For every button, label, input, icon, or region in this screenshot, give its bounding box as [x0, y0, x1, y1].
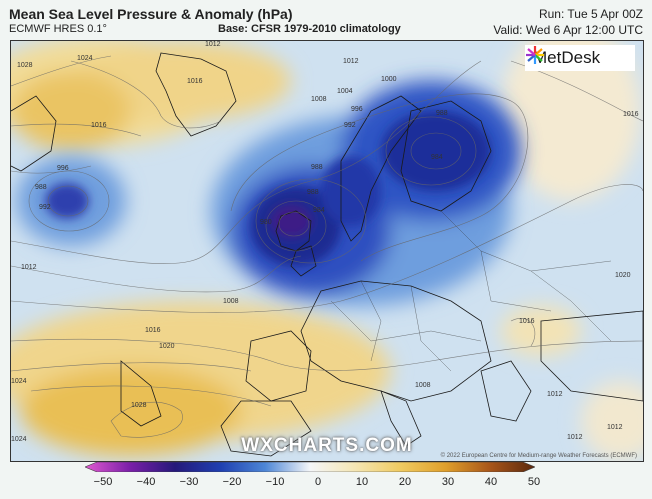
chart-title: Mean Sea Level Pressure & Anomaly (hPa) — [9, 6, 293, 22]
deep-low-cores — [45, 111, 491, 266]
model-label: ECMWF HRES 0.1° — [9, 23, 107, 35]
pressure-anomaly-map[interactable]: 1028 1024 1016 1012 1016 1012 1008 1004 … — [10, 40, 644, 462]
colorbar-tick: −30 — [179, 476, 199, 488]
colorbar-tick: 10 — [355, 476, 369, 488]
run-label: Run: Tue 5 Apr 00Z — [538, 7, 643, 21]
colorbar-tick: 50 — [527, 476, 541, 488]
base-climatology-label: Base: CFSR 1979-2010 climatology — [218, 23, 401, 35]
metdesk-logo: MetDesk — [525, 45, 635, 71]
isobar-label: 1020 — [615, 272, 631, 279]
valid-time-label: Valid: Wed 6 Apr 12:00 UTC — [493, 23, 643, 37]
isobar-label: 1016 — [187, 78, 203, 85]
isobar-label: 984 — [431, 154, 443, 161]
isobar-label: 1004 — [337, 88, 353, 95]
isobar-label: 1012 — [607, 424, 623, 431]
isobar-label: 988 — [35, 184, 47, 191]
metdesk-star-icon — [526, 46, 544, 64]
copyright-notice: © 2022 European Centre for Medium-range … — [440, 453, 637, 459]
borders — [330, 210, 612, 372]
isobar-label: 1008 — [415, 382, 431, 389]
isobar-label: 1000 — [381, 76, 397, 83]
isobar-label: 988 — [436, 110, 448, 117]
isobar-lines — [11, 55, 643, 438]
isobar-label: 980 — [260, 219, 272, 226]
isobar-label: 1016 — [519, 318, 535, 325]
isobar-label: 988 — [307, 189, 319, 196]
isobar-label: 1016 — [623, 111, 639, 118]
chart-header: Mean Sea Level Pressure & Anomaly (hPa) … — [0, 0, 652, 40]
colorbar-ticks: −50 −40 −30 −20 −10 0 10 20 30 40 50 — [0, 476, 652, 492]
isobar-label: 1012 — [547, 391, 563, 398]
isobar-label: 1008 — [311, 96, 327, 103]
isobar-label: 1012 — [567, 434, 583, 441]
colorbar-tick: 20 — [398, 476, 412, 488]
isobar-label: 1028 — [17, 62, 33, 69]
isobar-label: 992 — [39, 204, 51, 211]
colorbar-tick: 0 — [314, 476, 322, 488]
isobar-label: 988 — [311, 164, 323, 171]
logo-text: MetDesk — [533, 48, 601, 67]
isobar-label: 1024 — [11, 436, 27, 443]
isobar-label-group: 1028 1024 1016 1012 1016 1012 1008 1004 … — [11, 41, 639, 443]
isobar-label: 1012 — [205, 41, 221, 48]
colorbar-tick: −40 — [136, 476, 156, 488]
isobar-label: 1024 — [11, 378, 27, 385]
colorbar-tick: −50 — [93, 476, 113, 488]
isobar-label: 996 — [57, 165, 69, 172]
isobar-label: 996 — [351, 106, 363, 113]
isobar-label: 1012 — [21, 264, 37, 271]
isobar-label: 984 — [313, 207, 325, 214]
positive-anomaly-fields — [11, 41, 643, 461]
colorbar-tick: −10 — [265, 476, 285, 488]
wxcharts-watermark: WXCHARTS.COM — [241, 435, 413, 456]
isobar-label: 1012 — [343, 58, 359, 65]
isobar-label: 1024 — [77, 55, 93, 62]
isobar-label: 1016 — [145, 327, 161, 334]
colorbar-tick: 30 — [441, 476, 455, 488]
isobar-label: 1016 — [91, 122, 107, 129]
colorbar-tick: −20 — [222, 476, 242, 488]
colorbar-tick: 40 — [484, 476, 498, 488]
isobar-label: 1020 — [159, 343, 175, 350]
isobar-label: 1008 — [223, 298, 239, 305]
map-canvas: 1028 1024 1016 1012 1016 1012 1008 1004 … — [11, 41, 643, 461]
colorbar — [85, 462, 535, 472]
isobar-label: 1028 — [131, 402, 147, 409]
isobar-label: 992 — [344, 122, 356, 129]
colorbar-gradient — [85, 462, 535, 472]
